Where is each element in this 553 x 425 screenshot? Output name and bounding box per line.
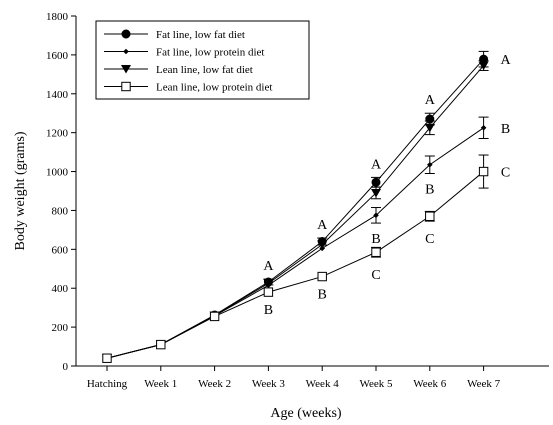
data-point	[263, 279, 274, 288]
axes: 0 200 400 600 800 1000 1200 1400 1600 1800 Hatchin…	[46, 11, 549, 390]
legend: Fat line, low fat diet Fat line, low prot…	[95, 20, 310, 100]
data-point	[263, 287, 274, 297]
x-axis-label: Age (weeks)	[270, 406, 341, 421]
y-tick-label: 0	[63, 361, 69, 373]
data-point	[424, 123, 435, 133]
significance-letter: B	[371, 232, 380, 247]
y-tick-label: 1800	[46, 11, 69, 23]
y-tick-label: 600	[52, 244, 69, 256]
data-point	[209, 311, 220, 322]
y-tick-label: 400	[52, 283, 69, 295]
x-tick-label: Week 5	[359, 378, 393, 390]
x-tick-label: Week 1	[144, 378, 177, 390]
data-point	[479, 54, 489, 64]
data-point	[317, 271, 327, 282]
y-tick-label: 1600	[46, 50, 69, 62]
data-point	[478, 166, 489, 177]
annotation-layer: A B A B A B C A B C A B C	[263, 53, 511, 318]
y-tick-label: 1200	[46, 128, 69, 140]
data-point	[102, 353, 112, 363]
legend-marker	[121, 65, 131, 74]
data-point	[480, 125, 487, 131]
significance-letter: B	[318, 288, 327, 303]
significance-letter: A	[425, 93, 436, 108]
legend-entry-label: Fat line, low fat diet	[156, 29, 245, 41]
legend-entry-label: Lean line, low fat diet	[156, 64, 253, 76]
y-tick-label: 800	[52, 205, 69, 217]
x-tick-label: Week 4	[306, 378, 340, 390]
legend-entry-label: Lean line, low protein diet	[156, 82, 272, 94]
legend-marker	[123, 48, 129, 55]
significance-letter: C	[501, 166, 510, 181]
y-tick-label: 1000	[46, 167, 69, 179]
x-tick-label: Week 3	[252, 378, 286, 390]
data-point	[478, 61, 489, 71]
significance-letter: C	[371, 268, 380, 283]
significance-letter: A	[263, 259, 274, 274]
data-point	[156, 339, 166, 350]
x-tick-label: Week 6	[413, 378, 447, 390]
significance-letter: C	[425, 232, 434, 247]
legend-marker	[121, 81, 131, 92]
y-axis-label: Body weight (grams)	[13, 131, 28, 250]
legend-marker	[121, 29, 131, 39]
data-point	[371, 177, 381, 187]
data-point	[425, 211, 435, 221]
significance-letter: B	[264, 303, 273, 318]
y-tick-label: 200	[52, 322, 69, 334]
data-point	[427, 161, 433, 168]
significance-letter: B	[425, 183, 434, 198]
significance-letter: A	[501, 53, 512, 68]
legend-entry-label: Fat line, low protein diet	[156, 47, 264, 59]
significance-letter: A	[317, 218, 328, 233]
series-layer	[102, 50, 489, 363]
data-point	[317, 240, 328, 249]
y-tick-label: 1400	[46, 89, 69, 101]
data-point	[371, 188, 381, 198]
x-tick-label: Hatching	[87, 378, 128, 390]
significance-letter: B	[501, 122, 510, 137]
data-point	[373, 212, 379, 219]
series-3	[102, 154, 489, 363]
x-tick-label: Week 7	[467, 378, 501, 390]
significance-letter: A	[371, 157, 382, 172]
series-line	[106, 171, 484, 359]
data-point	[371, 247, 381, 257]
x-tick-label: Week 2	[198, 378, 231, 390]
